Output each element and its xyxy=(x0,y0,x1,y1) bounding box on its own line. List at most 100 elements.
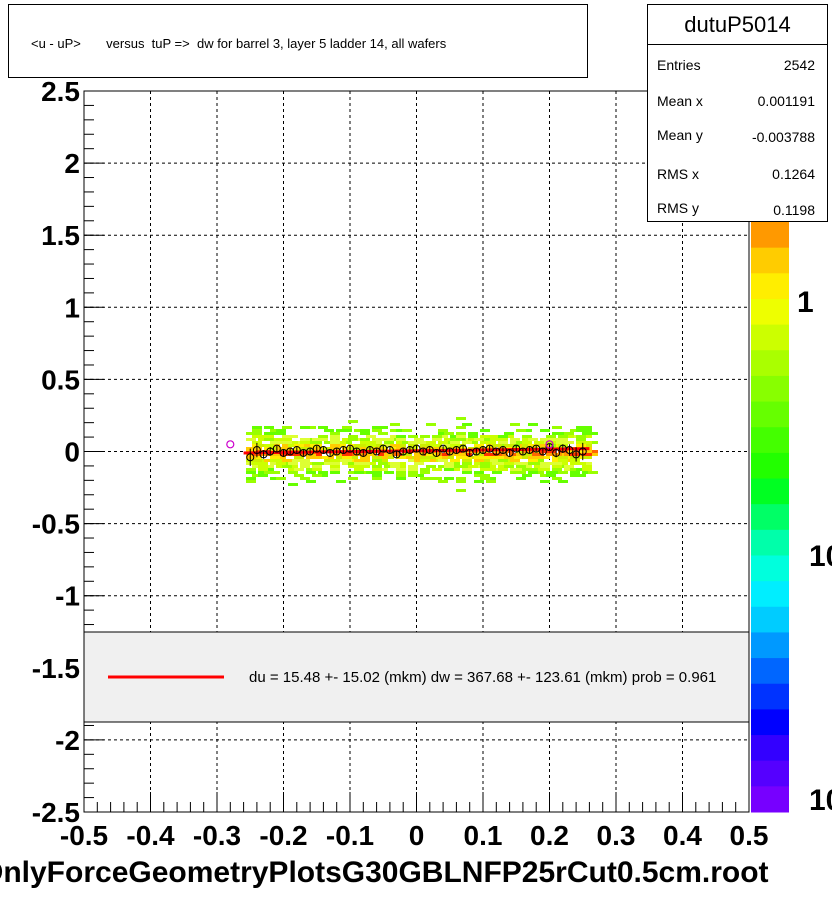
density-cell xyxy=(522,465,532,468)
density-cell xyxy=(378,456,388,459)
density-cell xyxy=(552,444,562,447)
density-cell xyxy=(258,465,268,468)
density-cell xyxy=(378,438,388,441)
density-cell xyxy=(456,438,466,441)
density-cell xyxy=(438,459,448,462)
density-cell xyxy=(486,462,496,465)
density-cell xyxy=(510,468,520,471)
density-cell xyxy=(474,459,484,462)
stat-label: Entries xyxy=(657,57,701,73)
density-cell xyxy=(414,438,424,441)
density-cell xyxy=(516,456,526,459)
density-cell xyxy=(462,459,472,462)
density-cell xyxy=(558,462,568,465)
density-cell xyxy=(558,438,568,441)
density-cell xyxy=(438,435,448,438)
density-cell xyxy=(306,438,316,441)
density-cell xyxy=(264,432,274,435)
density-cell xyxy=(432,477,442,480)
density-cell xyxy=(360,447,370,450)
density-cell xyxy=(420,459,430,462)
density-cell xyxy=(318,456,328,459)
density-cell xyxy=(282,426,292,429)
density-cell xyxy=(444,441,454,444)
density-cell xyxy=(252,435,262,438)
profile-point xyxy=(412,444,421,453)
density-cell xyxy=(570,453,580,456)
density-cell xyxy=(414,453,424,456)
density-cell xyxy=(342,459,352,462)
density-cell xyxy=(570,435,580,438)
density-cell xyxy=(312,441,322,444)
density-cell xyxy=(288,441,298,444)
density-cell xyxy=(372,426,382,429)
density-cell xyxy=(330,438,340,441)
density-cell xyxy=(258,453,268,456)
density-cell xyxy=(348,471,358,474)
density-cell xyxy=(294,459,304,462)
density-cell xyxy=(420,477,430,480)
density-cell xyxy=(396,429,406,432)
density-cell xyxy=(540,441,550,444)
density-cell xyxy=(528,459,538,462)
density-cell xyxy=(504,432,514,435)
density-cell xyxy=(534,441,544,444)
density-cell xyxy=(450,435,460,438)
density-cell xyxy=(516,444,526,447)
density-cell xyxy=(246,453,256,456)
density-cell xyxy=(456,453,466,456)
density-cell xyxy=(426,465,436,468)
density-cell xyxy=(546,474,556,477)
density-cell xyxy=(534,453,544,456)
palette-swatch xyxy=(751,683,789,710)
density-cell xyxy=(576,450,586,453)
outlier-point xyxy=(226,440,235,449)
density-cell xyxy=(444,462,454,465)
profile-point xyxy=(485,444,494,453)
density-cell xyxy=(402,456,412,459)
palette-swatch xyxy=(751,760,789,787)
density-cell xyxy=(246,480,256,483)
profile-point xyxy=(552,448,561,457)
density-cell xyxy=(348,435,358,438)
density-cell xyxy=(300,459,310,462)
palette-swatch xyxy=(751,709,789,736)
density-cell xyxy=(504,465,514,468)
stat-label: RMS y xyxy=(657,200,699,216)
density-cell xyxy=(426,477,436,480)
y-tick-label: 1 xyxy=(64,292,80,323)
density-cell xyxy=(408,465,418,468)
stat-value: 0.1264 xyxy=(772,166,815,182)
density-cell xyxy=(480,429,490,432)
density-cell xyxy=(528,471,538,474)
density-cell xyxy=(354,471,364,474)
density-cell xyxy=(522,453,532,456)
profile-points xyxy=(226,440,587,466)
density-cell xyxy=(492,471,502,474)
density-cell xyxy=(588,471,598,474)
density-cell xyxy=(498,456,508,459)
density-cell xyxy=(450,462,460,465)
density-cell xyxy=(576,429,586,432)
density-cell xyxy=(258,462,268,465)
y-tick-label: 0 xyxy=(64,437,80,468)
palette-swatch xyxy=(751,632,789,659)
density-cell xyxy=(366,462,376,465)
density-cell xyxy=(360,459,370,462)
profile-point xyxy=(292,446,301,455)
density-cell xyxy=(540,450,550,453)
density-cell xyxy=(390,444,400,447)
density-cell xyxy=(504,435,514,438)
density-cell xyxy=(288,453,298,456)
density-cell xyxy=(342,441,352,444)
density-cell xyxy=(432,438,442,441)
density-cell xyxy=(342,429,352,432)
density-cell xyxy=(330,459,340,462)
density-cell xyxy=(582,435,592,438)
density-cell xyxy=(558,432,568,435)
density-cell xyxy=(528,462,538,465)
density-cell xyxy=(354,429,364,432)
profile-point xyxy=(425,446,434,455)
density-cell xyxy=(390,453,400,456)
stat-value: -0.003788 xyxy=(751,129,815,145)
